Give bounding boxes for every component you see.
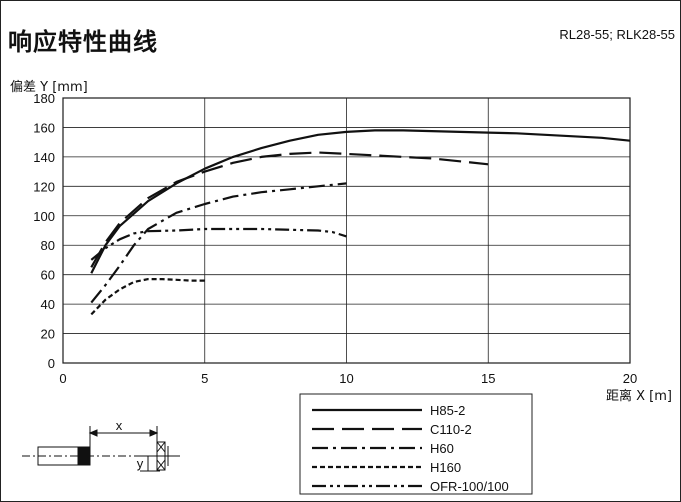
x-tick-label: 20 xyxy=(623,371,637,386)
y-axis-label: 偏差 Y [mm] xyxy=(10,80,88,95)
x-tick-label: 5 xyxy=(201,371,208,386)
y-tick-label: 140 xyxy=(33,150,55,165)
y-dimension-label: y xyxy=(137,456,144,471)
legend-label: C110-2 xyxy=(430,422,472,437)
y-tick-label: 20 xyxy=(41,327,55,342)
legend: H85-2 C110-2 H60 H160 OFR-100/100 xyxy=(312,403,509,494)
chart-title: 响应特性曲线 xyxy=(8,28,158,56)
legend-label: H85-2 xyxy=(430,403,465,418)
legend-label: H60 xyxy=(430,441,454,456)
series-line-h85-2 xyxy=(90,129,631,274)
model-numbers: RL28-55; RLK28-55 xyxy=(559,27,675,42)
reflector-hatch xyxy=(156,459,166,471)
sensor-diagram xyxy=(22,426,180,472)
reflector-hatch xyxy=(156,441,166,453)
series-line-c110-2 xyxy=(90,151,489,268)
legend-label: OFR-100/100 xyxy=(430,479,509,494)
x-tick-label: 10 xyxy=(339,371,353,386)
legend-label: H160 xyxy=(430,460,461,475)
grid-lines xyxy=(62,97,631,364)
series-lines xyxy=(90,129,631,316)
y-tick-label: 120 xyxy=(33,179,55,194)
x-arrow-right xyxy=(149,429,159,437)
y-tick-label: 180 xyxy=(33,91,55,106)
x-tick-label: 0 xyxy=(59,371,66,386)
y-tick-label: 100 xyxy=(33,209,55,224)
series-line-h60 xyxy=(90,182,347,304)
series-line-ofr-100-100 xyxy=(90,227,347,261)
y-tick-label: 40 xyxy=(41,297,55,312)
y-tick-label: 0 xyxy=(48,356,55,371)
x-arrow-left xyxy=(88,429,98,437)
x-tick-label: 15 xyxy=(481,371,495,386)
x-dimension-label: x xyxy=(116,418,123,433)
series-line-h160 xyxy=(90,278,205,316)
y-tick-label: 60 xyxy=(41,268,55,283)
y-tick-label: 160 xyxy=(33,120,55,135)
y-tick-label: 80 xyxy=(41,238,55,253)
axis-ticks: 0 20 40 60 80 100 120 140 160 180 0 5 10 15 20 xyxy=(33,91,637,386)
x-axis-label: 距离 X [m] xyxy=(606,388,672,404)
